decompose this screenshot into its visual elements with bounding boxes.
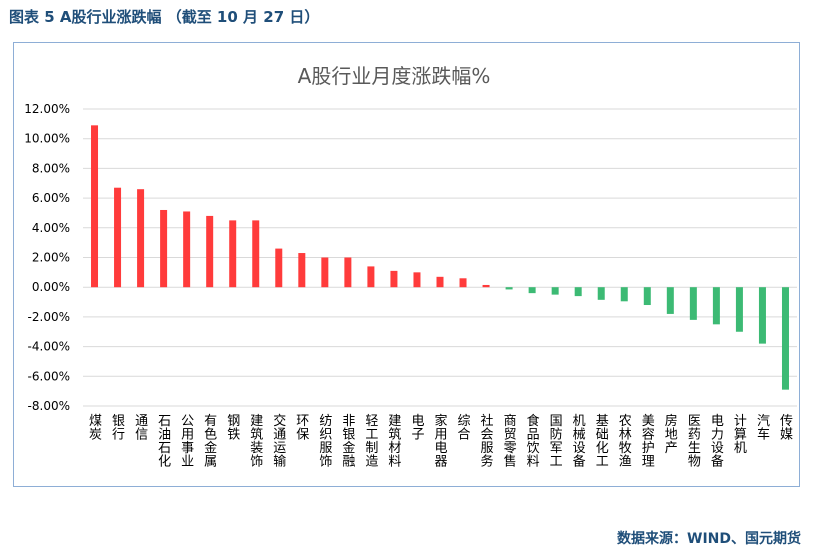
bar [252, 220, 260, 288]
bar [712, 287, 720, 325]
bar [459, 278, 467, 288]
bar [528, 287, 536, 294]
y-tick-label: 4.00% [32, 221, 70, 235]
x-tick-label: 家用电器 [434, 413, 447, 470]
bar [643, 287, 651, 306]
y-tick-label: -2.00% [28, 310, 70, 324]
bar [160, 209, 168, 288]
y-tick-label: 8.00% [32, 161, 70, 175]
bar [551, 287, 559, 295]
x-tick-label: 钢铁 [227, 414, 240, 443]
x-tick-label: 煤炭 [89, 414, 102, 443]
x-tick-label: 计算机 [734, 414, 747, 456]
bar [367, 266, 375, 288]
x-tick-label: 环保 [296, 414, 309, 443]
x-tick-label: 国防军工 [550, 414, 563, 470]
bar [275, 248, 283, 288]
bar [344, 257, 352, 288]
bar [321, 257, 329, 288]
bar [689, 287, 697, 320]
x-tick-label: 传媒 [780, 414, 793, 443]
x-tick-label: 房地产 [665, 413, 678, 456]
x-tick-label: 交通运输 [273, 413, 286, 470]
x-tick-label: 机械设备 [573, 414, 586, 470]
x-tick-label: 纺织服饰 [319, 414, 332, 470]
chart-frame: A股行业月度涨跌幅% 12.00% 10.00% 8.00% 6.00% 4.00% 2.0… [13, 42, 800, 487]
y-tick-label: -6.00% [28, 369, 70, 383]
bar [482, 284, 490, 288]
data-source: 数据来源：WIND、国元期货 [617, 531, 801, 547]
bar [505, 287, 513, 290]
x-tick-label: 商贸零售 [504, 414, 517, 470]
x-tick-label: 轻工制造 [365, 414, 378, 470]
x-tick-label: 非银金融 [342, 414, 355, 470]
x-tick-label: 综合 [458, 414, 471, 443]
bar [229, 220, 237, 288]
y-tick-label: 12.00% [24, 102, 70, 116]
x-tick-label: 食品饮料 [527, 413, 540, 470]
bar [390, 270, 398, 288]
bar [597, 287, 605, 300]
y-tick-label: 2.00% [32, 251, 70, 265]
x-tick-label: 建筑装饰 [250, 414, 263, 470]
bar [114, 187, 122, 288]
bar-chart: A股行业月度涨跌幅% 12.00% 10.00% 8.00% 6.00% 4.00% 2.0… [24, 64, 797, 470]
y-tick-label: 10.00% [24, 132, 70, 146]
chart-title: A股行业月度涨跌幅% [298, 64, 491, 88]
x-tick-label: 电力设备 [711, 414, 724, 470]
x-tick-label: 电子 [411, 414, 424, 443]
bar [436, 276, 444, 288]
x-tick-label: 农林牧渔 [619, 414, 632, 470]
bar [666, 287, 674, 314]
x-tick-label: 建筑材料 [388, 414, 401, 470]
bar [413, 272, 421, 288]
x-tick-label: 石油石化 [158, 414, 171, 470]
bar [206, 215, 214, 288]
bar [758, 287, 766, 344]
figure-caption: 图表 5 A股行业涨跌幅 （截至 10 月 27 日） [9, 8, 320, 26]
y-tick-label: -4.00% [28, 340, 70, 354]
x-tick-label: 通信 [135, 414, 148, 443]
bar [735, 287, 743, 332]
y-tick-label: 0.00% [32, 280, 70, 294]
bar [620, 287, 628, 302]
x-tick-label: 公用事业 [181, 414, 194, 470]
bar [183, 211, 191, 288]
y-tick-label: -8.00% [28, 399, 70, 413]
y-tick-label: 6.00% [32, 191, 70, 205]
x-tick-label: 美容护理 [642, 414, 655, 470]
bar [91, 125, 99, 288]
bar [298, 253, 306, 288]
x-tick-label: 社会服务 [481, 413, 494, 470]
bar [574, 287, 582, 297]
x-tick-label: 有色金属 [204, 414, 217, 470]
x-tick-label: 汽车 [757, 414, 770, 443]
bar [781, 287, 789, 390]
bar [137, 189, 145, 288]
x-tick-label: 银行 [112, 414, 125, 443]
x-tick-label: 基础化工 [596, 414, 609, 470]
x-tick-label: 医药生物 [688, 414, 701, 470]
